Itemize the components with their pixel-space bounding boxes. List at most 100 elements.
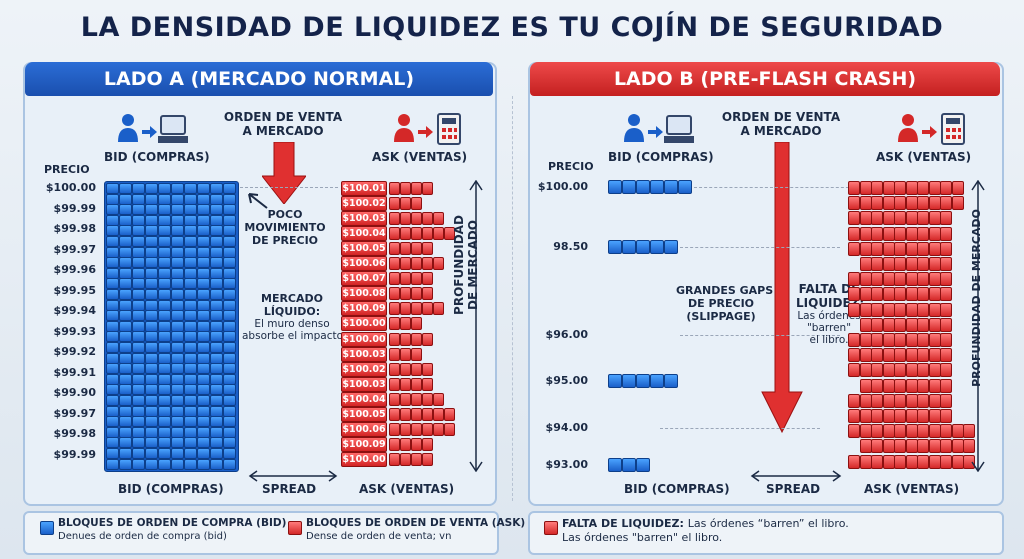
bid-block xyxy=(106,395,119,406)
ask-block-b xyxy=(848,393,860,408)
ask-footer-a: ASK (VENTAS) xyxy=(359,482,455,496)
ask-block-b xyxy=(928,348,941,363)
legend-lack-line-2: Las órdenes "barren" el libro. xyxy=(562,531,723,544)
bid-block xyxy=(171,267,184,279)
bid-block xyxy=(106,458,119,470)
ask-block-b xyxy=(894,454,906,469)
ask-price-cell: $100.04 xyxy=(341,391,387,407)
bid-block xyxy=(158,373,171,385)
bid-block xyxy=(223,299,236,311)
bid-block xyxy=(132,320,145,332)
ask-block xyxy=(400,392,411,406)
ask-block-b xyxy=(848,272,860,287)
bid-block xyxy=(158,246,171,258)
ask-block-b xyxy=(882,181,895,195)
panel-divider xyxy=(512,96,513,501)
bid-block xyxy=(210,204,223,216)
ask-block-b xyxy=(871,287,883,302)
gap-line xyxy=(694,187,854,188)
ask-block-b xyxy=(940,211,952,226)
bid-block xyxy=(184,225,197,237)
ask-block xyxy=(411,332,422,346)
ask-block xyxy=(411,287,422,301)
bid-block-b xyxy=(622,458,636,472)
bid-block xyxy=(158,395,171,406)
bid-block xyxy=(223,214,236,226)
ask-block-b xyxy=(963,424,975,439)
ask-price-cell: $100.06 xyxy=(341,421,387,437)
ask-block-b xyxy=(917,257,929,271)
bid-block xyxy=(210,437,223,449)
ask-price-cell: $100.04 xyxy=(341,226,387,242)
ask-legend-swatch xyxy=(288,521,302,535)
bid-block xyxy=(145,395,158,406)
ask-block-b xyxy=(859,363,872,378)
bid-block xyxy=(106,236,119,247)
ask-block-b xyxy=(928,257,941,271)
ask-block-b xyxy=(871,409,883,423)
ask-block-b xyxy=(928,317,941,332)
legend-bid-title: BLOQUES DE ORDEN DE COMPRA (BID) xyxy=(58,517,287,529)
bid-block xyxy=(197,246,210,258)
bid-legend-swatch xyxy=(40,521,54,535)
ask-block-b xyxy=(928,287,941,302)
bid-block xyxy=(106,183,119,194)
bid-block xyxy=(158,310,171,322)
bid-block xyxy=(106,373,119,385)
ask-block-b xyxy=(928,211,941,226)
bid-block xyxy=(223,416,236,428)
bid-block xyxy=(184,320,197,332)
gap-line xyxy=(680,335,840,336)
ask-block xyxy=(411,302,422,316)
bid-block xyxy=(171,299,184,311)
bid-block xyxy=(145,246,158,258)
bid-block xyxy=(184,204,197,216)
bid-block xyxy=(223,236,236,247)
bid-block xyxy=(223,437,236,449)
depth-label-b: PROFUNDIDAD DE MERCADO xyxy=(970,209,983,387)
ask-block xyxy=(422,272,433,286)
ask-block-b xyxy=(882,211,895,226)
bid-block xyxy=(145,405,158,417)
ask-block-b xyxy=(917,439,929,454)
ask-block-b xyxy=(905,317,918,332)
ask-block xyxy=(411,422,422,436)
ask-block xyxy=(411,377,422,391)
bid-block xyxy=(197,289,210,300)
bid-block xyxy=(145,448,158,459)
ask-block-b xyxy=(894,226,906,241)
bid-block xyxy=(158,193,171,205)
ask-block-b xyxy=(871,333,883,347)
ask-block-b xyxy=(871,348,883,363)
bid-block xyxy=(171,193,184,205)
bid-block xyxy=(223,204,236,216)
bid-block xyxy=(197,299,210,311)
bid-block xyxy=(106,342,119,353)
bid-block xyxy=(197,395,210,406)
bid-block-b xyxy=(608,458,622,472)
bid-price-label: $99.91 xyxy=(53,365,96,379)
bid-block-b xyxy=(636,180,650,194)
legend-bid-desc: Denues de orden de compra (bid) xyxy=(58,531,227,542)
ask-block-b xyxy=(940,257,952,271)
ask-block-b xyxy=(871,424,883,439)
ask-price-cell: $100.00 xyxy=(341,331,387,347)
ask-block xyxy=(422,302,433,316)
lack-liquidity-note: FALTA DE LIQUIDEZ: Las órdenes "barren" e… xyxy=(796,282,865,346)
ask-block-b xyxy=(928,333,941,347)
bid-block xyxy=(106,363,119,375)
ask-block xyxy=(411,272,422,286)
bid-block xyxy=(106,225,119,237)
ask-price-cell: $100.03 xyxy=(341,211,387,227)
ask-block xyxy=(400,452,411,466)
bid-block xyxy=(171,384,184,396)
ask-block-b xyxy=(848,333,860,347)
bid-block xyxy=(145,225,158,237)
ask-block-b xyxy=(928,302,941,317)
bid-block xyxy=(132,437,145,449)
ask-block-b xyxy=(882,241,895,256)
bid-block xyxy=(171,426,184,438)
bid-block xyxy=(145,426,158,438)
bid-block xyxy=(184,193,197,205)
ask-block xyxy=(422,407,433,421)
